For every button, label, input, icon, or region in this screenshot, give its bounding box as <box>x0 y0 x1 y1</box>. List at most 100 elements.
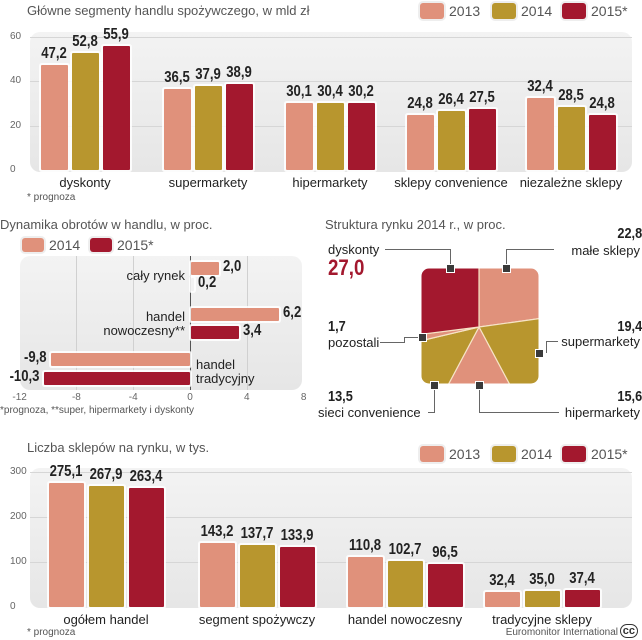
bar-value-label: 36,5 <box>164 69 190 87</box>
y-tick-label: 20 <box>10 119 22 131</box>
y-tick-label: 40 <box>10 75 22 87</box>
bar <box>279 546 315 607</box>
bar <box>239 545 275 607</box>
pie-slice-dyskonty <box>420 267 480 353</box>
slice-value: 15,6 <box>617 388 642 405</box>
bar <box>191 278 194 291</box>
leader-line <box>428 412 435 413</box>
category-label: nowoczesny** <box>103 323 185 338</box>
legend-label: 2013 <box>449 446 481 462</box>
y-tick-label: 200 <box>10 511 27 522</box>
chart4-footnote: * prognoza <box>27 627 76 638</box>
gridline <box>30 472 632 473</box>
slice-marker <box>502 264 511 273</box>
slice-value: 1,7 <box>328 318 346 335</box>
leader-line <box>380 342 404 343</box>
bar-value-label: -10,3 <box>9 368 40 385</box>
slice-value: 22,8 <box>617 225 642 242</box>
gridline <box>30 517 632 518</box>
slice-label: supermarkety <box>561 334 640 349</box>
pie-slice-pozostali <box>420 326 480 374</box>
bar <box>557 106 585 170</box>
legend-swatch <box>492 446 516 462</box>
category-label: handel nowoczesny <box>347 612 463 627</box>
bar-value-label: 26,4 <box>438 91 464 109</box>
legend-item: 2013 <box>420 446 480 462</box>
bar-value-label: 267,9 <box>89 466 123 484</box>
legend-swatch <box>90 238 112 252</box>
legend-swatch <box>22 238 44 252</box>
pie-square <box>418 265 542 387</box>
legend-swatch <box>420 3 444 19</box>
category-label: tradycyjny <box>196 371 255 386</box>
bar-value-label: 275,1 <box>49 463 83 481</box>
bar <box>427 563 463 607</box>
chart1-footnote: * prognoza <box>27 192 76 203</box>
bar <box>191 308 280 321</box>
chart4-title: Liczba sklepów na rynku, w tys. <box>27 440 210 455</box>
category-label: hipermarkety <box>292 175 368 190</box>
legend-item: 2013 <box>420 3 480 19</box>
category-label: handel <box>145 309 185 324</box>
bar-value-label: 47,2 <box>41 45 67 63</box>
y-tick-label: 100 <box>10 556 27 567</box>
bar-value-label: 2,0 <box>223 258 242 275</box>
bar-value-label: 38,9 <box>226 63 252 81</box>
bar <box>50 353 190 366</box>
leader-line <box>450 249 451 267</box>
pie-slice-małe-sklepy <box>478 267 540 328</box>
leader-line <box>404 337 405 343</box>
bar-value-label: 3,4 <box>243 322 262 339</box>
bar <box>88 486 124 607</box>
slice-value: 13,5 <box>328 388 353 405</box>
leader-line <box>404 337 420 338</box>
bar <box>564 590 600 607</box>
leader-line <box>546 341 558 342</box>
bar <box>588 115 616 170</box>
slice-label: sieci convenience <box>318 405 423 420</box>
slice-label: hipermarkety <box>564 405 640 420</box>
leader-line <box>546 341 547 353</box>
bar-value-label: 133,9 <box>280 526 314 544</box>
bar <box>387 560 423 607</box>
bar-value-label: 55,9 <box>103 26 129 44</box>
legend-swatch <box>420 446 444 462</box>
bar <box>191 262 220 275</box>
x-tick-label: 0 <box>187 392 193 403</box>
slice-marker <box>535 349 544 358</box>
bar <box>191 326 240 339</box>
bar <box>40 65 68 170</box>
legend-item: 2015* <box>562 446 628 462</box>
leader-line <box>385 249 451 250</box>
gridline <box>76 256 78 390</box>
slice-label: małe sklepy <box>568 243 640 258</box>
bar-value-label: 24,8 <box>589 95 615 113</box>
leader-line <box>479 412 559 413</box>
bar-value-label: 30,1 <box>286 83 312 101</box>
chart3-title: Struktura rynku 2014 r., w proc. <box>325 217 506 232</box>
slice-value: 19,4 <box>617 318 642 335</box>
bar-value-label: 110,8 <box>348 537 382 555</box>
bar-value-label: 102,7 <box>388 540 422 558</box>
category-label: cały rynek <box>126 268 185 283</box>
legend-swatch <box>562 446 586 462</box>
bar-value-label: -9,8 <box>24 349 47 366</box>
gridline <box>30 81 632 83</box>
chart2-footnote: *prognoza, **super, hipermarkety i dysko… <box>0 405 194 416</box>
zero-axis <box>190 256 191 390</box>
bar <box>526 98 554 170</box>
source-label: Euromonitor International <box>505 627 618 638</box>
legend-item: 2014 <box>492 446 552 462</box>
bar <box>437 111 465 170</box>
gridline <box>246 256 248 390</box>
legend-label: 2014 <box>521 446 553 462</box>
bar <box>285 103 313 170</box>
bar-value-label: 28,5 <box>558 86 584 104</box>
category-label: tradycyjne sklepy <box>492 612 592 627</box>
category-label: dyskonty <box>59 175 111 190</box>
legend-label: 2015* <box>591 446 628 462</box>
bar <box>128 488 164 607</box>
bar <box>163 89 191 170</box>
bar-value-label: 143,2 <box>200 522 234 540</box>
